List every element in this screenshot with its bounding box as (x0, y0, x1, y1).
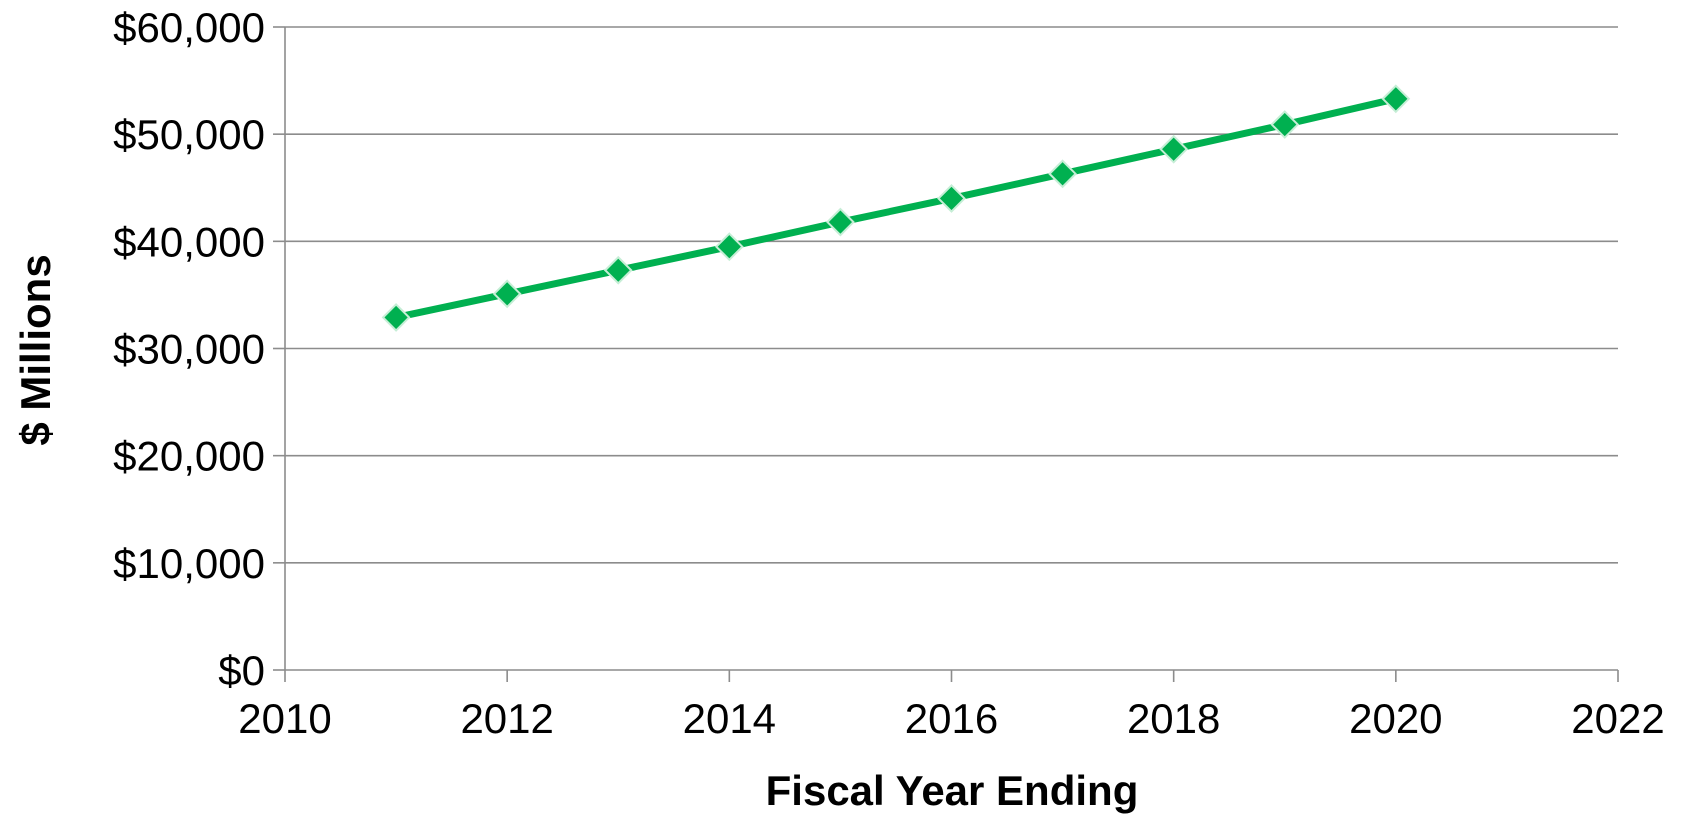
data-point (714, 232, 744, 262)
data-point (381, 303, 411, 332)
tick-labels: $0 $10,000 $20,000 $30,000 $40,000 $50,000 $60… (113, 4, 1665, 742)
y-tick-label: $20,000 (113, 433, 265, 480)
y-tick-label: $10,000 (113, 540, 265, 587)
y-tick-label: $0 (218, 647, 265, 694)
x-tick-label: 2020 (1349, 695, 1442, 742)
x-axis-title: Fiscal Year Ending (766, 767, 1139, 814)
data-point (492, 279, 522, 309)
axes (273, 26, 1619, 682)
series-layer (381, 84, 1411, 332)
y-tick-label: $40,000 (113, 218, 265, 265)
x-tick-label: 2010 (238, 695, 331, 742)
x-tick-label: 2014 (683, 695, 776, 742)
data-point (1381, 84, 1411, 114)
x-tick-label: 2012 (460, 695, 553, 742)
y-tick-label: $50,000 (113, 111, 265, 158)
x-tick-label: 2022 (1571, 695, 1664, 742)
grid-lines (285, 26, 1618, 564)
y-axis-title: $ Millions (12, 254, 59, 445)
y-tick-label: $60,000 (113, 4, 265, 51)
x-tick-label: 2018 (1127, 695, 1220, 742)
x-tick-label: 2016 (905, 695, 998, 742)
data-point (937, 184, 966, 213)
data-point (1048, 159, 1077, 189)
data-point (826, 207, 855, 237)
series-line (392, 95, 1400, 321)
data-point (603, 255, 633, 285)
data-point (1159, 134, 1189, 164)
data-point (1270, 110, 1300, 139)
y-tick-label: $30,000 (113, 326, 265, 373)
